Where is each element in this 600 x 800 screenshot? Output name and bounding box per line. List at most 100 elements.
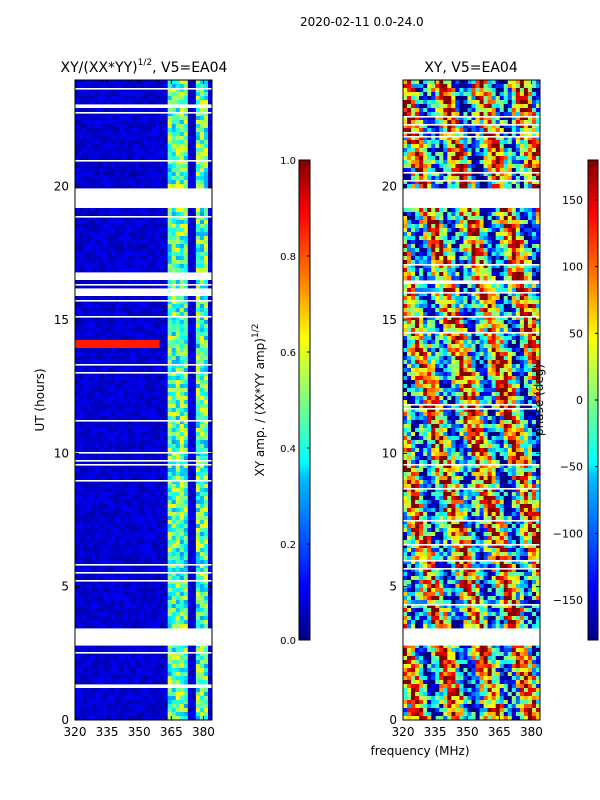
heatmap-cell	[179, 160, 185, 165]
heatmap-cell	[123, 676, 128, 681]
heatmap-cell	[143, 580, 148, 585]
heatmap-cell	[79, 80, 84, 85]
heatmap-cell	[207, 540, 212, 545]
heatmap-cell	[103, 388, 108, 393]
heatmap-cell	[187, 332, 193, 337]
heatmap-cell	[139, 244, 144, 249]
heatmap-cell	[87, 548, 92, 553]
heatmap-cell	[99, 660, 104, 665]
heatmap-cell	[123, 432, 128, 437]
heatmap-cell	[119, 96, 124, 101]
heatmap-cell	[83, 616, 88, 621]
heatmap-cell	[187, 552, 193, 557]
heatmap-cell	[171, 416, 177, 421]
heatmap-cell	[99, 516, 104, 521]
heatmap-cell	[115, 328, 120, 333]
heatmap-cell	[123, 488, 128, 493]
heatmap-cell	[123, 708, 128, 713]
heatmap-cell	[163, 320, 169, 325]
heatmap-cell	[179, 260, 185, 265]
heatmap-cell	[155, 124, 161, 129]
heatmap-cell	[187, 524, 193, 529]
heatmap-cell	[167, 448, 173, 453]
heatmap-cell	[191, 264, 197, 269]
heatmap-cell	[139, 296, 144, 301]
heatmap-cell	[155, 448, 161, 453]
heatmap-cell	[191, 612, 197, 617]
heatmap-cell	[199, 380, 205, 385]
heatmap-cell	[99, 420, 104, 425]
heatmap-cell	[179, 124, 185, 129]
heatmap-cell	[135, 544, 140, 549]
heatmap-cell	[151, 112, 156, 117]
heatmap-cell	[179, 692, 185, 697]
heatmap-cell	[131, 496, 136, 501]
heatmap-cell	[207, 352, 212, 357]
heatmap-cell	[175, 624, 181, 629]
heatmap-cell	[111, 384, 116, 389]
heatmap-cell	[131, 372, 136, 377]
heatmap-cell	[143, 512, 148, 517]
heatmap-cell	[151, 332, 156, 337]
heatmap-cell	[175, 136, 181, 141]
heatmap-cell	[147, 484, 152, 489]
heatmap-cell	[107, 224, 112, 229]
heatmap-cell	[91, 452, 96, 457]
heatmap-cell	[167, 424, 173, 429]
heatmap-cell	[143, 180, 148, 185]
heatmap-cell	[207, 408, 212, 413]
heatmap-cell	[143, 284, 148, 289]
heatmap-cell	[163, 396, 169, 401]
heatmap-cell	[163, 352, 169, 357]
heatmap-cell	[179, 100, 185, 105]
heatmap-cell	[139, 428, 144, 433]
heatmap-cell	[143, 392, 148, 397]
heatmap-cell	[147, 384, 152, 389]
heatmap-cell	[155, 140, 161, 145]
heatmap-cell	[131, 156, 136, 161]
heatmap-cell	[207, 92, 212, 97]
heatmap-cell	[103, 564, 108, 569]
heatmap-cell	[103, 672, 108, 677]
heatmap-cell	[203, 488, 209, 493]
heatmap-cell	[75, 644, 80, 649]
heatmap-cell	[123, 408, 128, 413]
heatmap-cell	[99, 592, 104, 597]
heatmap-cell	[167, 328, 173, 333]
heatmap-cell	[139, 184, 144, 189]
heatmap-cell	[95, 444, 100, 449]
heatmap-cell	[79, 488, 84, 493]
heatmap-cell	[163, 136, 169, 141]
heatmap-cell	[107, 696, 112, 701]
heatmap-cell	[207, 660, 212, 665]
heatmap-cell	[167, 644, 173, 649]
heatmap-cell	[207, 612, 212, 617]
heatmap-cell	[175, 520, 181, 525]
heatmap-cell	[111, 128, 116, 133]
heatmap-cell	[199, 316, 205, 321]
heatmap-cell	[207, 176, 212, 181]
heatmap-cell	[119, 136, 124, 141]
heatmap-cell	[199, 484, 205, 489]
heatmap-cell	[203, 436, 209, 441]
heatmap-cell	[195, 324, 201, 329]
heatmap-cell	[91, 364, 96, 369]
heatmap-cell	[207, 668, 212, 673]
heatmap-cell	[95, 256, 100, 261]
heatmap-cell	[83, 500, 88, 505]
heatmap-cell	[83, 648, 88, 653]
heatmap-cell	[131, 708, 136, 713]
heatmap-cell	[139, 652, 144, 657]
heatmap-cell	[151, 448, 156, 453]
heatmap-cell	[163, 184, 169, 189]
heatmap-cell	[83, 652, 88, 657]
heatmap-cell	[83, 612, 88, 617]
heatmap-cell	[151, 220, 156, 225]
heatmap-cell	[195, 420, 201, 425]
heatmap-cell	[87, 472, 92, 477]
heatmap-cell	[103, 156, 108, 161]
heatmap-cell	[119, 216, 124, 221]
heatmap-cell	[159, 644, 165, 649]
heatmap-cell	[131, 212, 136, 217]
heatmap-cell	[99, 428, 104, 433]
